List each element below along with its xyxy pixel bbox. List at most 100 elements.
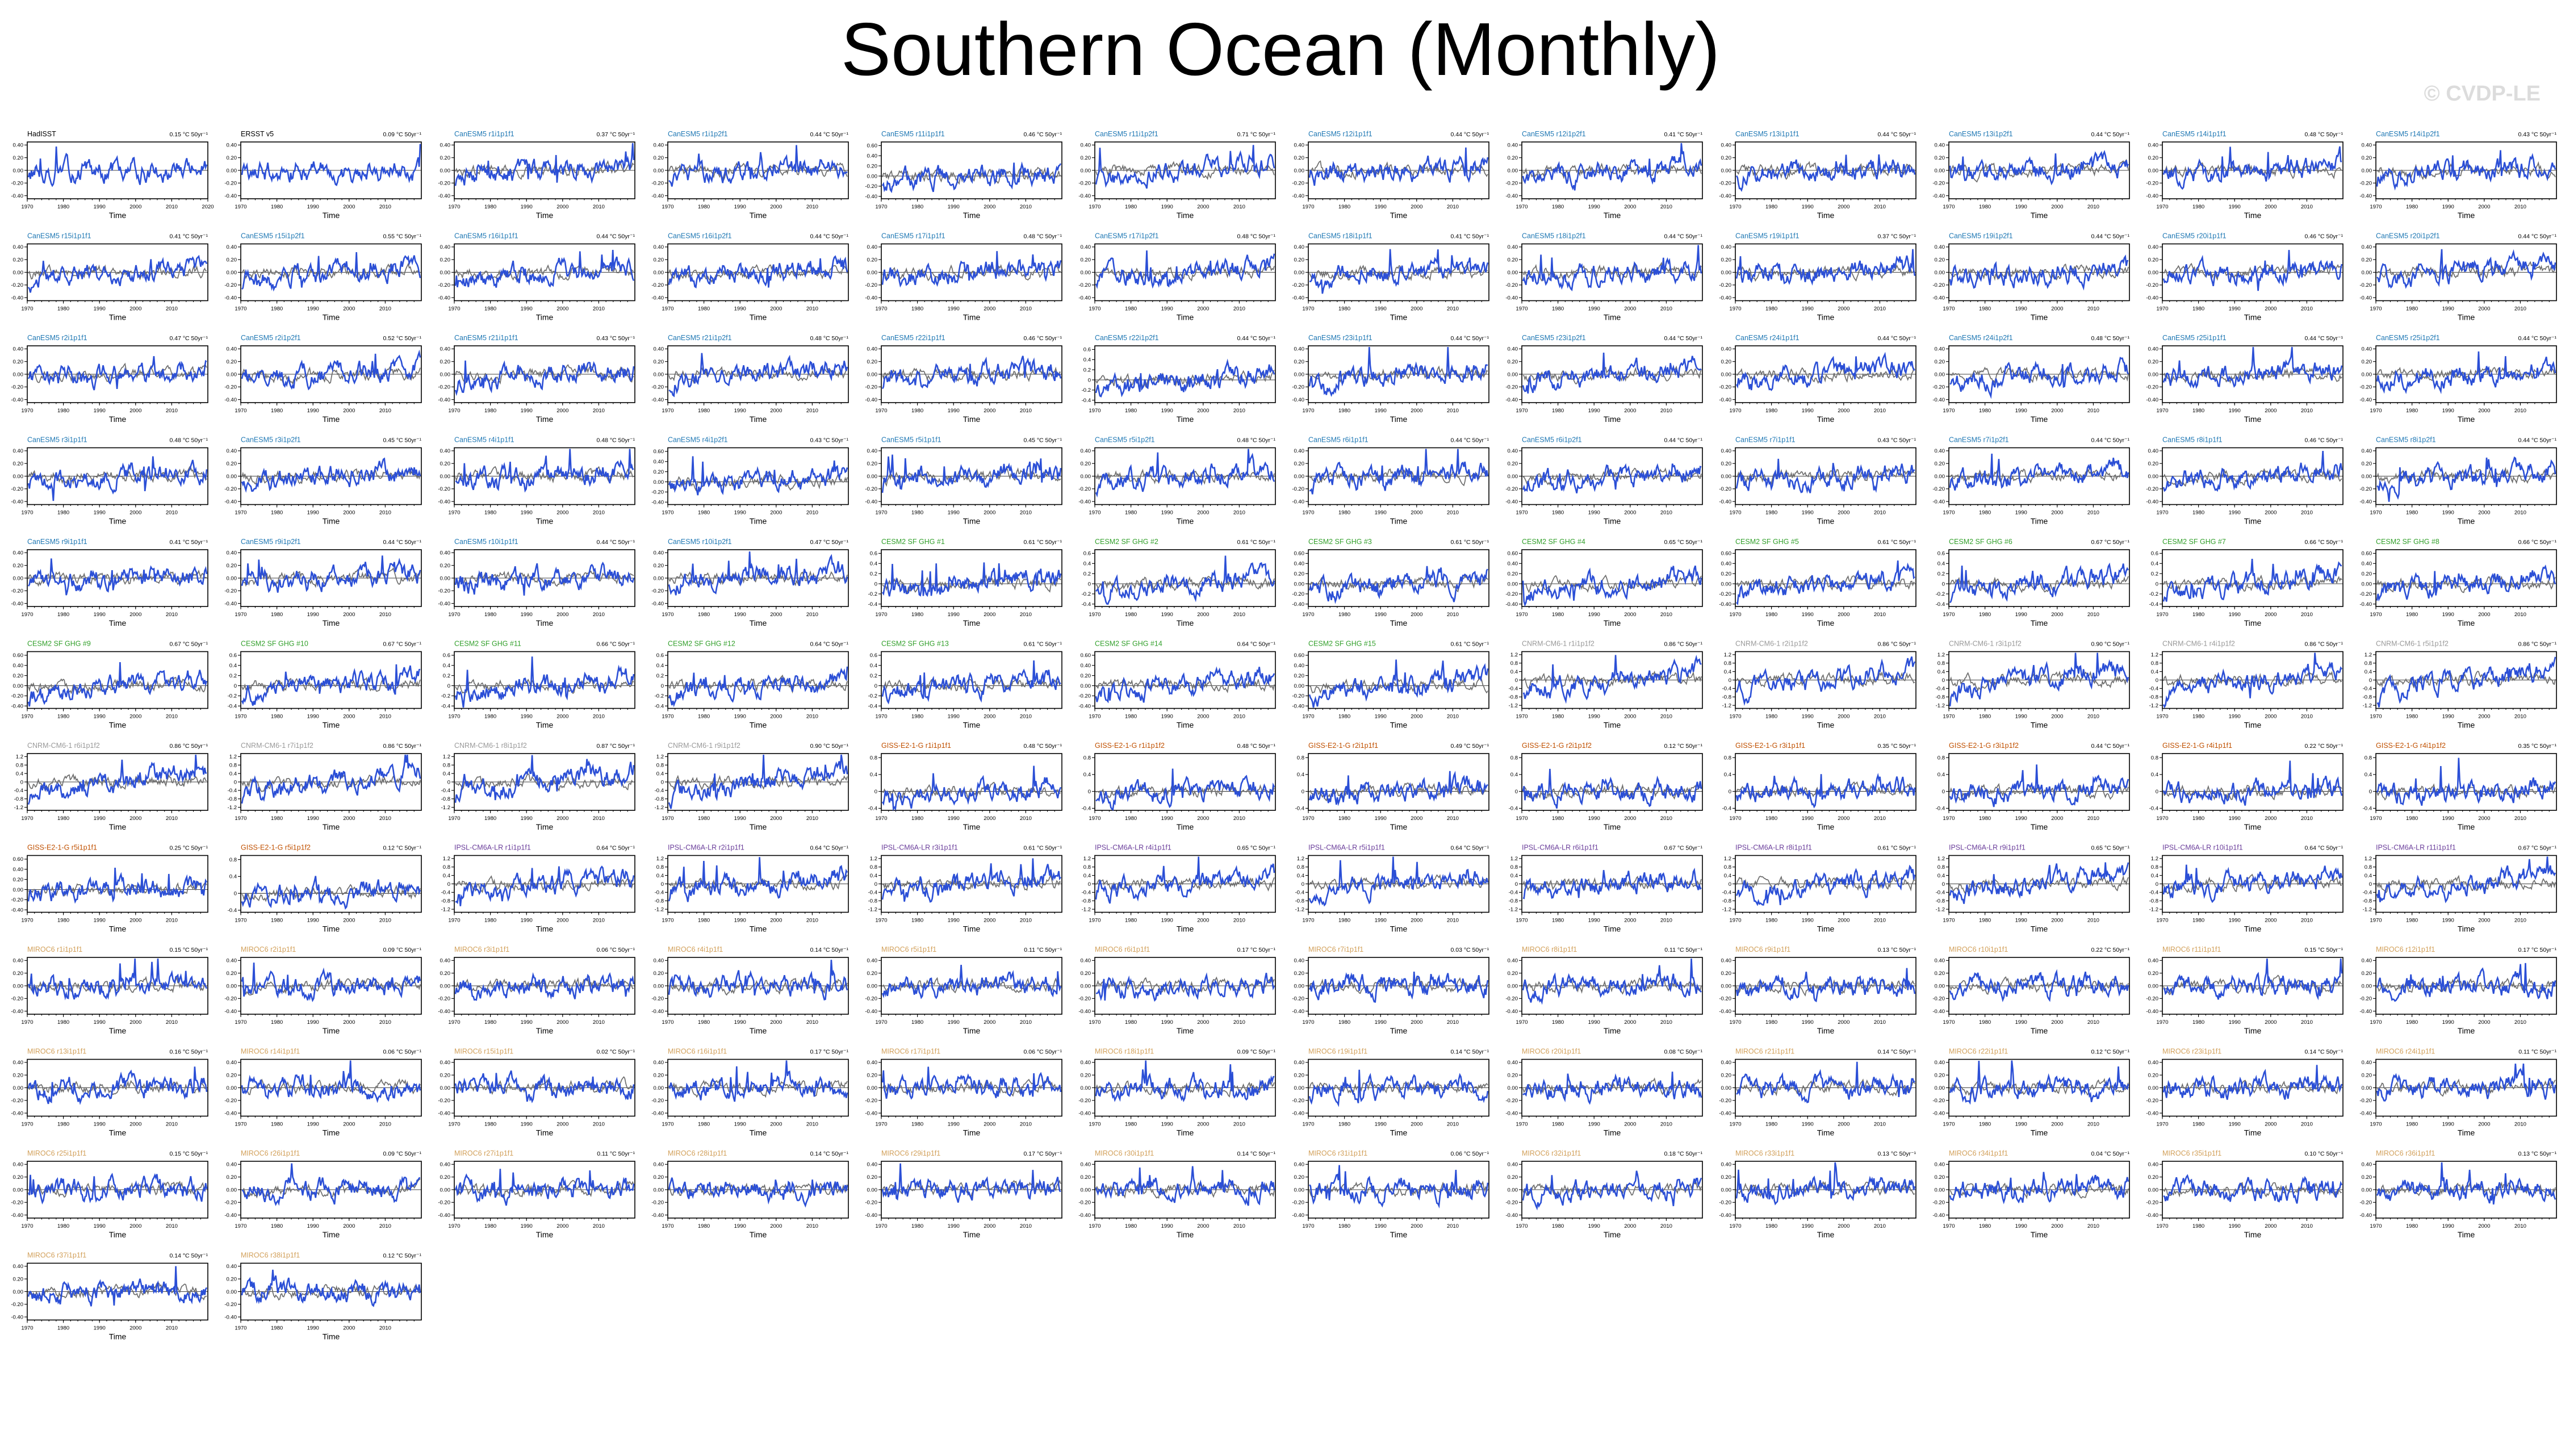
y-tick-label: -0.20 xyxy=(224,588,237,595)
x-tick-label: 2000 xyxy=(770,204,782,210)
x-axis-label: Time xyxy=(2031,415,2048,424)
panel-title: CanESM5 r2i1p2f1 xyxy=(241,334,301,342)
y-tick-label: 0.4 xyxy=(1724,772,1731,778)
x-tick-label: 1970 xyxy=(2156,510,2168,516)
simulation-series-line xyxy=(881,355,1062,390)
x-tick-label: 1970 xyxy=(1943,408,1955,414)
x-tick-label: 2010 xyxy=(593,612,605,618)
observation-series-line xyxy=(241,567,421,588)
x-tick-label: 1980 xyxy=(2192,612,2204,618)
y-tick-label: 0.60 xyxy=(1081,652,1091,659)
panel-title: CNRM-CM6-1 r4i1p1f2 xyxy=(2162,640,2235,648)
x-tick-label: 1970 xyxy=(1302,612,1314,618)
y-tick-label: -0.40 xyxy=(224,499,237,505)
y-tick-label: -0.40 xyxy=(224,193,237,199)
y-tick-label: -0.20 xyxy=(438,282,450,288)
y-tick-label: 0.40 xyxy=(227,244,237,250)
x-axis-label: Time xyxy=(323,313,340,322)
y-tick-label: 0.6 xyxy=(229,652,237,659)
y-tick-label: 0.2 xyxy=(1083,367,1091,373)
panel-trend-label: 0.44 °C 50yr⁻¹ xyxy=(1877,131,1916,138)
y-tick-label: -0.20 xyxy=(1932,384,1945,391)
panel-title: GISS-E2-1-G r2i1p1f1 xyxy=(1308,742,1378,750)
x-axis-label: Time xyxy=(2244,517,2262,526)
panel: CanESM5 r2i1p1f1 0.47 °C 50yr⁻¹ 0.40 0.20 0.… xyxy=(11,334,208,424)
x-tick-label: 1970 xyxy=(2156,204,2168,210)
y-tick-label: -0.40 xyxy=(2359,193,2372,199)
x-tick-label: 1980 xyxy=(271,510,283,516)
x-tick-label: 1970 xyxy=(662,306,673,312)
x-axis-label: Time xyxy=(536,313,554,322)
y-tick-label: -0.40 xyxy=(11,397,23,403)
x-tick-label: 1980 xyxy=(911,204,923,210)
x-tick-label: 1990 xyxy=(2442,612,2454,618)
x-axis-label: Time xyxy=(750,618,767,627)
y-tick-label: 0 xyxy=(1088,789,1091,795)
y-tick-label: 0.00 xyxy=(13,270,24,276)
x-tick-label: 1980 xyxy=(57,306,69,312)
x-tick-label: 2000 xyxy=(1411,408,1422,414)
x-tick-label: 1990 xyxy=(94,306,106,312)
x-tick-label: 2010 xyxy=(1447,408,1459,414)
simulation-series-line xyxy=(2162,146,2342,190)
x-tick-label: 1970 xyxy=(2370,510,2382,516)
x-tick-label: 2000 xyxy=(129,408,141,414)
y-tick-label: -0.20 xyxy=(2359,181,2372,187)
x-tick-label: 1990 xyxy=(734,510,746,516)
simulation-series-line xyxy=(2376,150,2556,191)
x-tick-label: 1970 xyxy=(1302,306,1314,312)
panel: CanESM5 r11i1p2f1 0.71 °C 50yr⁻¹ 0.40 0.20 0… xyxy=(1078,130,1276,220)
panel-frame xyxy=(240,651,422,709)
y-tick-label: 1.2 xyxy=(1938,652,1945,658)
y-tick-label: -1.2 xyxy=(868,906,877,913)
y-tick-label: 0.00 xyxy=(1081,168,1091,174)
x-tick-label: 2010 xyxy=(379,306,391,312)
x-tick-label: 2010 xyxy=(806,204,818,210)
y-tick-label: 0.00 xyxy=(2148,371,2159,378)
observation-series-line xyxy=(28,773,207,792)
x-tick-label: 1980 xyxy=(1338,815,1350,822)
panel-trend-label: 0.48 °C 50yr⁻¹ xyxy=(1237,437,1275,444)
simulation-series-line xyxy=(455,449,634,493)
panel-trend-label: 0.86 °C 50yr⁻¹ xyxy=(1664,641,1702,648)
panel: CanESM5 r15i1p1f1 0.41 °C 50yr⁻¹ 0.40 0.20 0… xyxy=(11,232,208,322)
y-tick-label: 0.2 xyxy=(1083,571,1091,577)
panel: CanESM5 r11i1p1f1 0.46 °C 50yr⁻¹ 0.60 0.40 0… xyxy=(865,130,1062,220)
panel-title: GISS-E2-1-G r5i1p1f2 xyxy=(241,844,311,852)
y-tick-label: -0.40 xyxy=(1292,499,1304,505)
x-axis-label: Time xyxy=(536,517,554,526)
panel: CESM2 SF GHG #9 0.67 °C 50yr⁻¹ 0.60 0.40 0.2… xyxy=(11,640,208,730)
y-tick-label: 0.40 xyxy=(1081,448,1091,454)
panel-trend-label: 0.48 °C 50yr⁻¹ xyxy=(2304,131,2343,138)
x-tick-label: 1970 xyxy=(235,510,246,516)
x-tick-label: 2000 xyxy=(2478,815,2490,822)
panel: GISS-E2-1-G r1i1p1f2 0.48 °C 50yr⁻¹ 0.8 0.4… xyxy=(1082,742,1276,831)
panel-title: CNRM-CM6-1 r1i1p1f2 xyxy=(1522,640,1595,648)
y-tick-label: -0.40 xyxy=(651,601,664,607)
panel-trend-label: 0.15 °C 50yr⁻¹ xyxy=(169,131,208,138)
x-tick-label: 2000 xyxy=(2478,306,2490,312)
y-tick-label: -0.20 xyxy=(651,181,664,187)
x-tick-label: 2010 xyxy=(2087,815,2099,822)
y-tick-label: 0.00 xyxy=(227,575,237,581)
simulation-series-line xyxy=(454,360,635,396)
panel: CESM2 SF GHG #8 0.66 °C 50yr⁻¹ 0.60 0.40 0.2… xyxy=(2359,538,2557,627)
x-tick-label: 1990 xyxy=(2015,204,2027,210)
simulation-series-line xyxy=(1522,655,1702,704)
x-tick-label: 1970 xyxy=(448,918,460,924)
x-tick-label: 2000 xyxy=(2478,714,2490,720)
panel-title: CanESM5 r10i1p1f1 xyxy=(454,538,518,546)
x-tick-label: 1990 xyxy=(2229,510,2241,516)
panel: CanESM5 r23i1p1f1 0.44 °C 50yr⁻¹ 0.40 0.20 0… xyxy=(1292,334,1489,424)
x-tick-label: 1970 xyxy=(662,510,673,516)
simulation-series-line xyxy=(1522,867,1702,899)
panel: CNRM-CM6-1 r9i1p1f2 0.90 °C 50yr⁻¹ 1.2 0.8 0… xyxy=(655,742,849,831)
y-tick-label: 1.2 xyxy=(443,754,450,760)
x-tick-label: 2010 xyxy=(1233,306,1245,312)
y-tick-label: -0.40 xyxy=(2359,397,2372,403)
y-tick-label: -0.2 xyxy=(868,693,877,700)
x-tick-label: 2010 xyxy=(2301,612,2313,618)
x-tick-label: 1980 xyxy=(2406,510,2418,516)
x-tick-label: 2010 xyxy=(1233,815,1245,822)
